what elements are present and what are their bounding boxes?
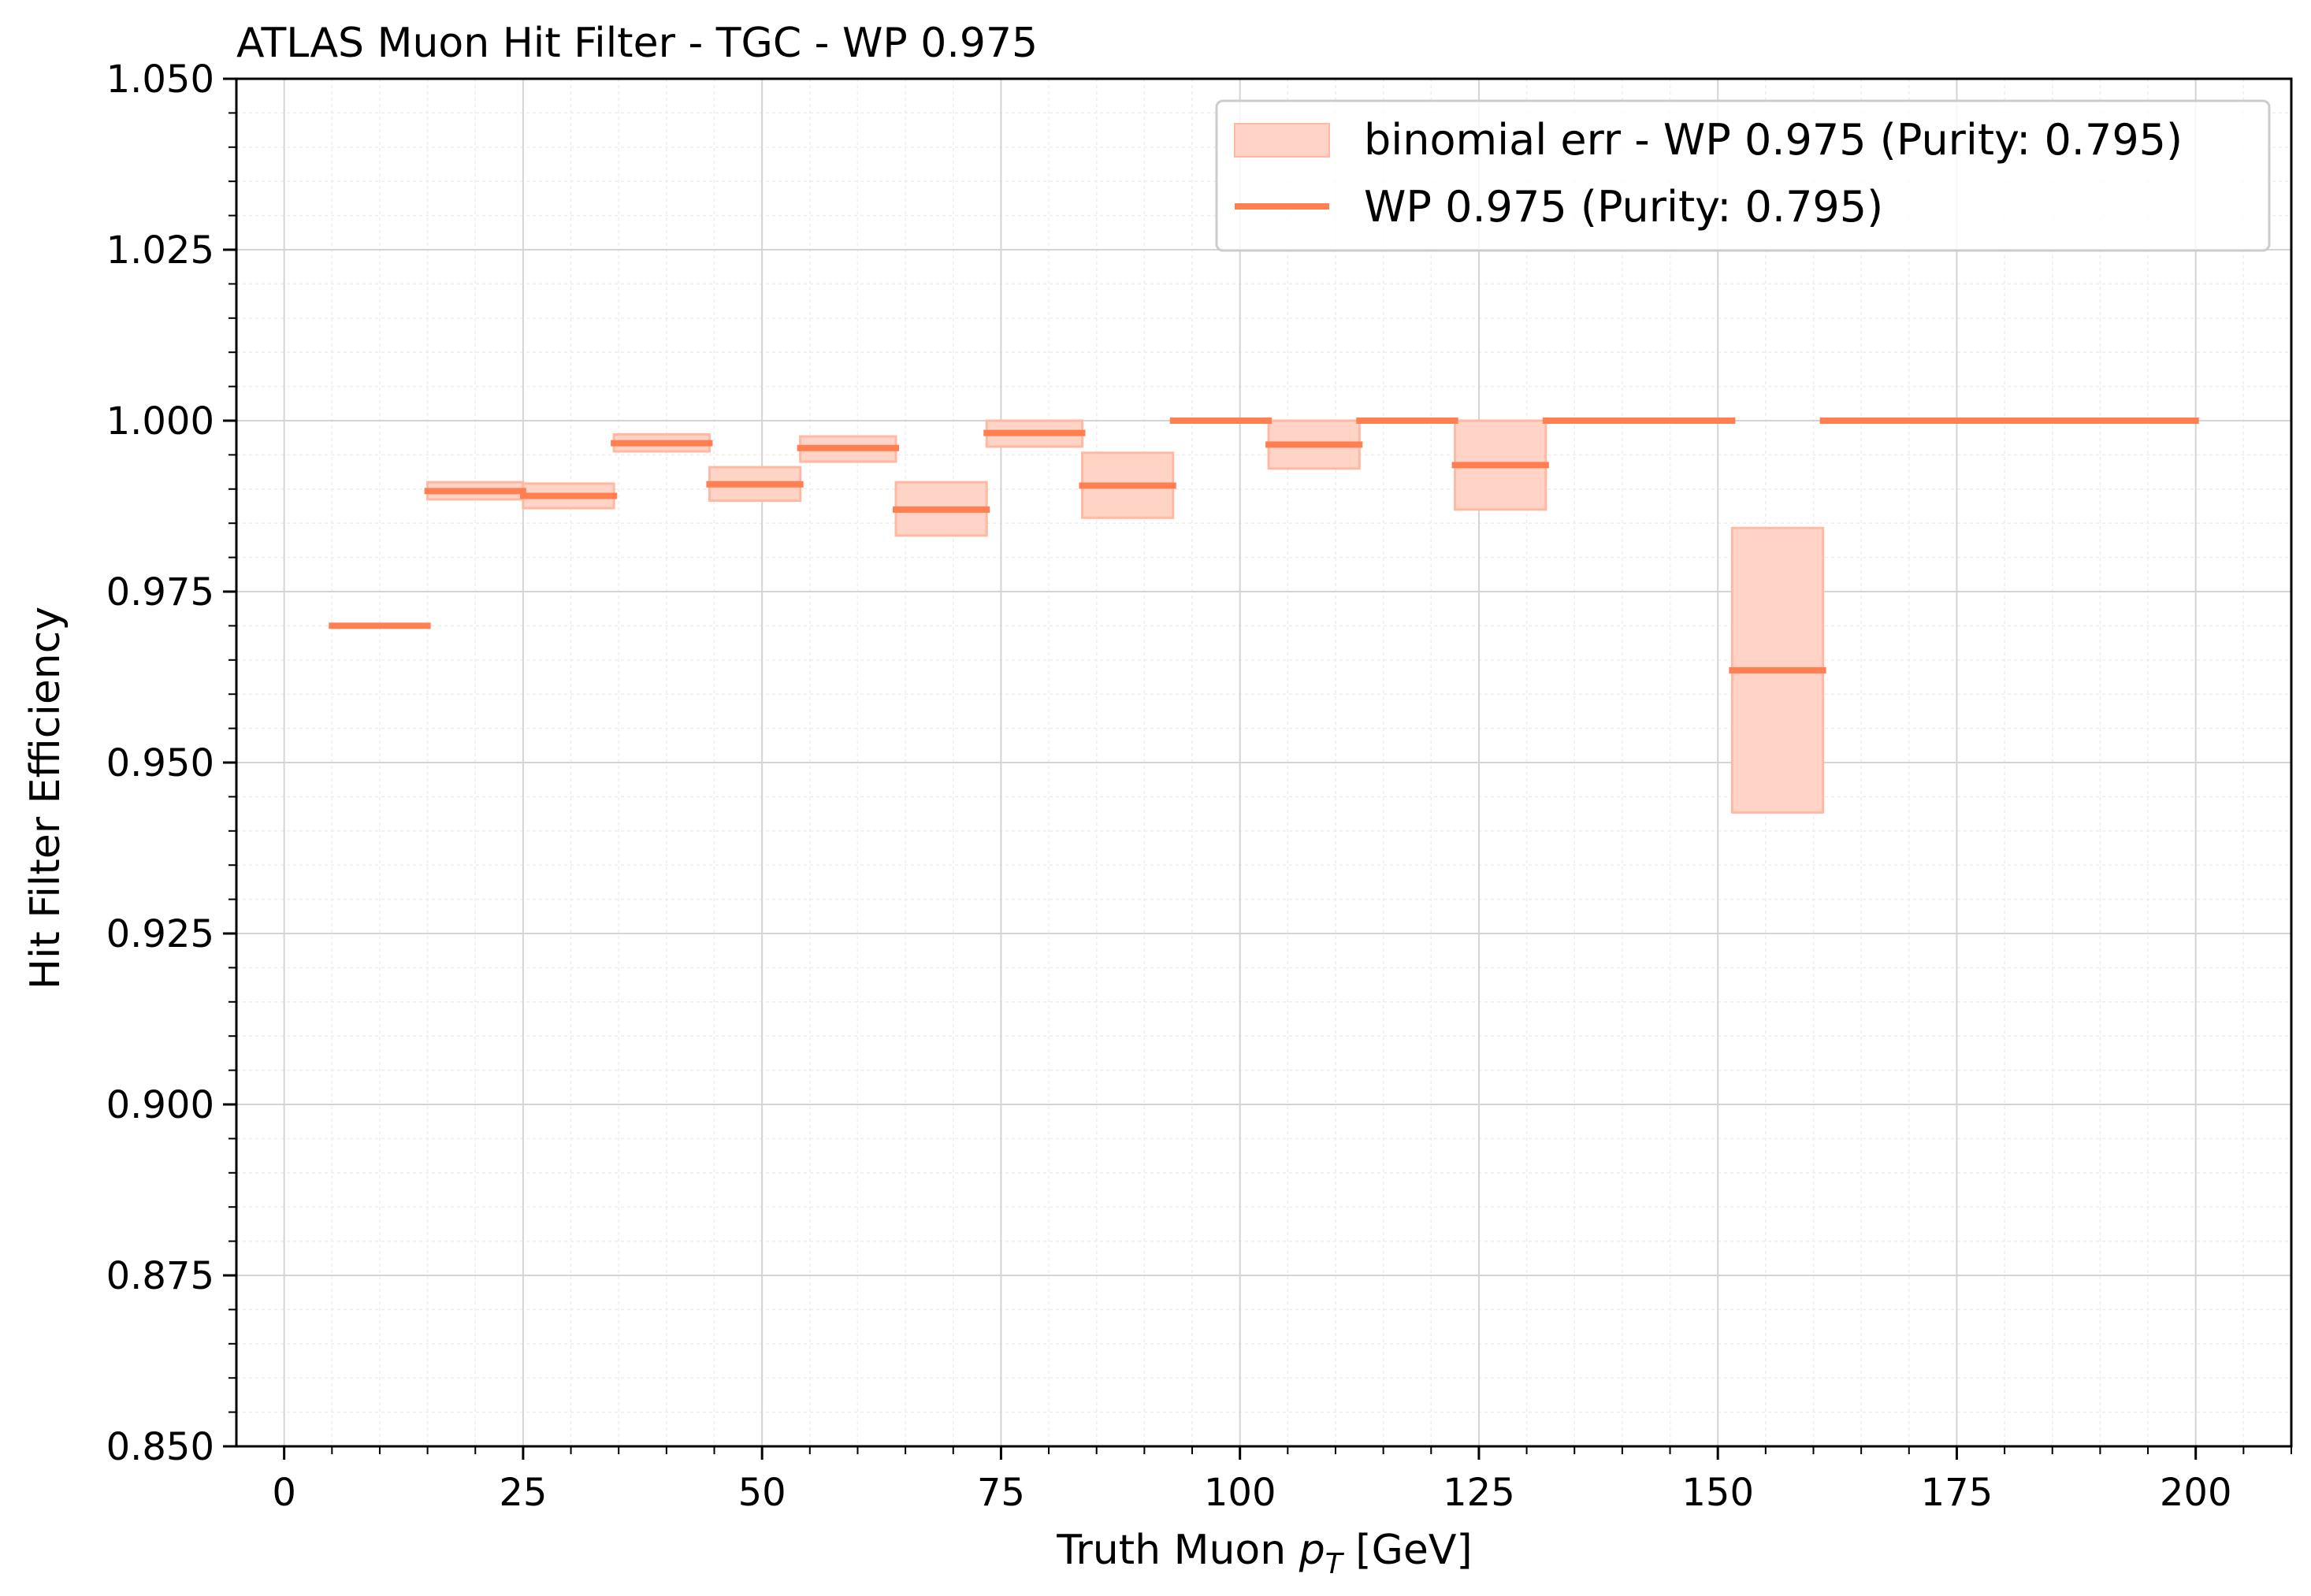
x-tick-label: 150: [1681, 1471, 1754, 1515]
x-axis-title: Truth Muon pT [GeV]: [1056, 1527, 1472, 1580]
legend-band-label: binomial err - WP 0.975 (Purity: 0.795): [1364, 115, 2183, 165]
y-tick-label: 0.900: [106, 1083, 214, 1127]
y-tick-label: 0.925: [106, 912, 214, 956]
y-tick-label: 1.000: [106, 399, 214, 444]
x-tick-label: 100: [1204, 1471, 1276, 1515]
y-tick-label: 0.975: [106, 570, 214, 614]
y-tick-label: 1.050: [106, 58, 214, 102]
legend-frame: [1215, 99, 2271, 252]
chart-title: ATLAS Muon Hit Filter - TGC - WP 0.975: [236, 20, 1038, 67]
y-tick-label: 0.950: [106, 741, 214, 785]
y-axis-title: Hit Filter Efficiency: [22, 607, 69, 989]
x-tick-label: 0: [272, 1471, 296, 1515]
legend-band-swatch: [1234, 123, 1330, 158]
y-tick-label: 0.850: [106, 1425, 214, 1469]
y-tick-label: 1.025: [106, 228, 214, 273]
x-tick-label: 200: [2160, 1471, 2232, 1515]
x-tick-label: 175: [1921, 1471, 1993, 1515]
legend-line-label: WP 0.975 (Purity: 0.795): [1364, 182, 1883, 232]
efficiency-lines: [329, 418, 2199, 674]
y-tick-label: 0.875: [106, 1254, 214, 1298]
x-tick-label: 75: [977, 1471, 1025, 1515]
x-tick-label: 125: [1443, 1471, 1515, 1515]
legend: binomial err - WP 0.975 (Purity: 0.795) …: [1215, 99, 2271, 252]
x-tick-label: 25: [499, 1471, 547, 1515]
x-tick-label: 50: [738, 1471, 786, 1515]
ticks: 0 25 50 75 100 125 150 175 200 0.850 0.875 0.900 0.9…: [106, 58, 2292, 1515]
